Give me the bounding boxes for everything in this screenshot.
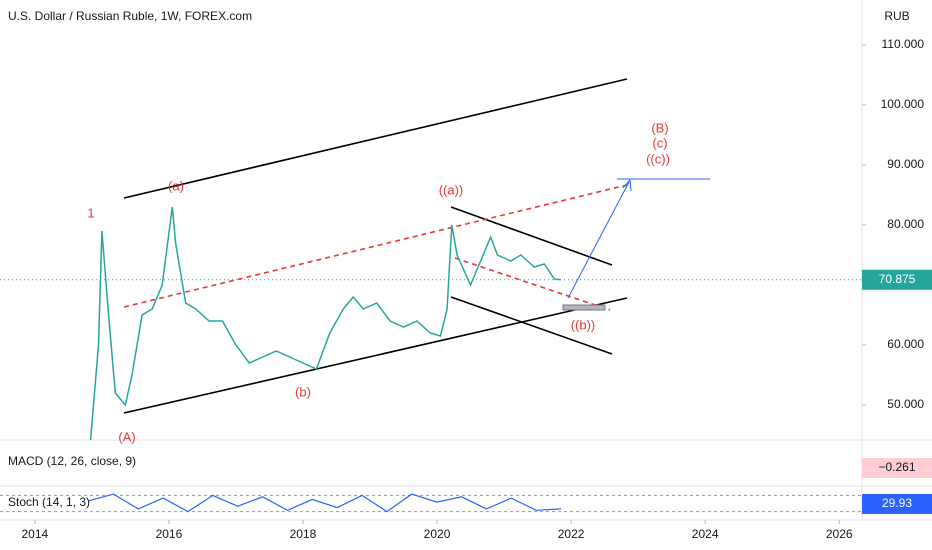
wave-label: (A) — [118, 429, 135, 444]
wave-label: ((c)) — [646, 151, 670, 166]
arrow — [567, 181, 630, 299]
wave-label: (B) — [651, 120, 668, 135]
y-tick-label: 50.000 — [887, 397, 924, 411]
x-tick-label: 2020 — [424, 527, 451, 541]
wave-label: (a) — [168, 178, 184, 193]
wave-label: ((a)) — [439, 182, 464, 197]
stoch-tag — [862, 494, 932, 514]
trend-line — [450, 206, 613, 266]
dashed-line — [454, 257, 611, 311]
y-tick-label: 100.000 — [881, 97, 925, 111]
y-tick-label: 110.000 — [882, 37, 925, 51]
last-price-label: 70.875 — [879, 272, 916, 286]
arrow-head — [622, 178, 632, 192]
drawings — [123, 78, 710, 414]
x-tick-label: 2022 — [558, 527, 585, 541]
stoch-value: 29.93 — [882, 496, 912, 510]
trend-line — [450, 296, 613, 355]
macd-tag — [862, 458, 932, 478]
trend-line — [123, 297, 628, 414]
trend-line — [123, 78, 628, 199]
x-tick-label: 2026 — [826, 527, 853, 541]
macd-label: MACD (12, 26, close, 9) — [8, 454, 136, 468]
chart-title: U.S. Dollar / Russian Ruble, 1W, FOREX.c… — [8, 9, 252, 23]
currency-label: RUB — [884, 9, 909, 23]
stoch-label: Stoch (14, 1, 3) — [8, 495, 90, 509]
wave-label: ((b)) — [571, 317, 596, 332]
wave-label: (c) — [652, 135, 667, 150]
y-tick-label: 80.000 — [887, 217, 924, 231]
stoch-line — [88, 493, 562, 513]
y-tick-label: 60.000 — [887, 337, 924, 351]
zone-box — [562, 304, 606, 311]
last-price-tag — [862, 269, 932, 290]
wave-label: (b) — [295, 384, 311, 399]
x-tick-label: 2018 — [290, 527, 317, 541]
wave-label: 1 — [87, 205, 94, 220]
price-line — [89, 206, 562, 440]
x-tick-label: 2016 — [156, 527, 183, 541]
y-tick-label: 90.000 — [887, 157, 924, 171]
x-tick-label: 2024 — [692, 527, 719, 541]
macd-value: −0.261 — [878, 460, 915, 474]
x-tick-label: 2014 — [22, 527, 49, 541]
dashed-line — [123, 184, 628, 308]
